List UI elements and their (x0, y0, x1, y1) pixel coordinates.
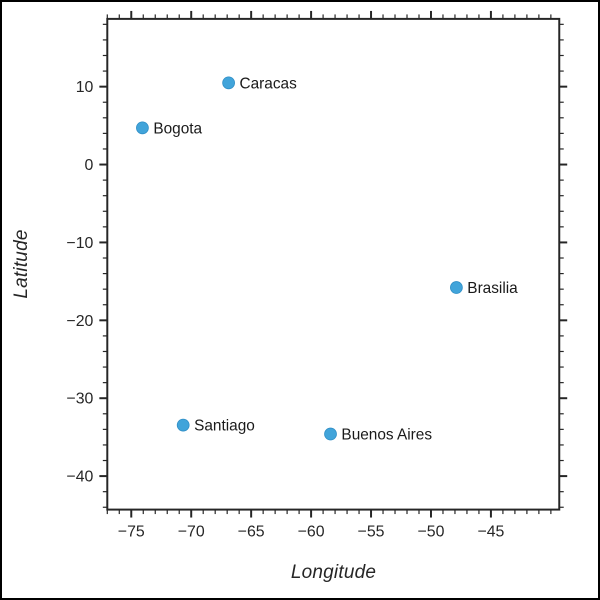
data-point (222, 76, 235, 90)
x-axis-title: Longitude (290, 562, 377, 583)
point-label: Buenos Aires (341, 427, 432, 444)
y-tick-label: 10 (76, 79, 94, 96)
x-tick-label: −65 (238, 523, 265, 540)
point-label: Caracas (240, 75, 298, 92)
data-point (136, 121, 149, 135)
y-tick-label: −40 (66, 469, 93, 486)
x-tick-label: −60 (298, 523, 325, 540)
x-tick-label: −55 (358, 523, 385, 540)
y-tick-label: −20 (66, 313, 93, 330)
x-tick-label: −45 (477, 523, 504, 540)
y-tick-label: −30 (66, 391, 93, 408)
data-point (324, 427, 337, 441)
point-label: Bogota (153, 120, 202, 137)
x-tick-label: −50 (418, 523, 445, 540)
y-tick-label: −10 (66, 235, 93, 252)
y-axis-title: Latitude (11, 229, 32, 299)
data-point (450, 281, 463, 294)
x-tick-label: −70 (178, 523, 205, 540)
y-tick-label: 0 (85, 157, 94, 174)
point-label: Santiago (194, 418, 255, 435)
point-label: Brasilia (467, 280, 518, 297)
plot-border (106, 17, 561, 511)
data-point (176, 418, 190, 432)
x-tick-label: −75 (118, 523, 145, 540)
